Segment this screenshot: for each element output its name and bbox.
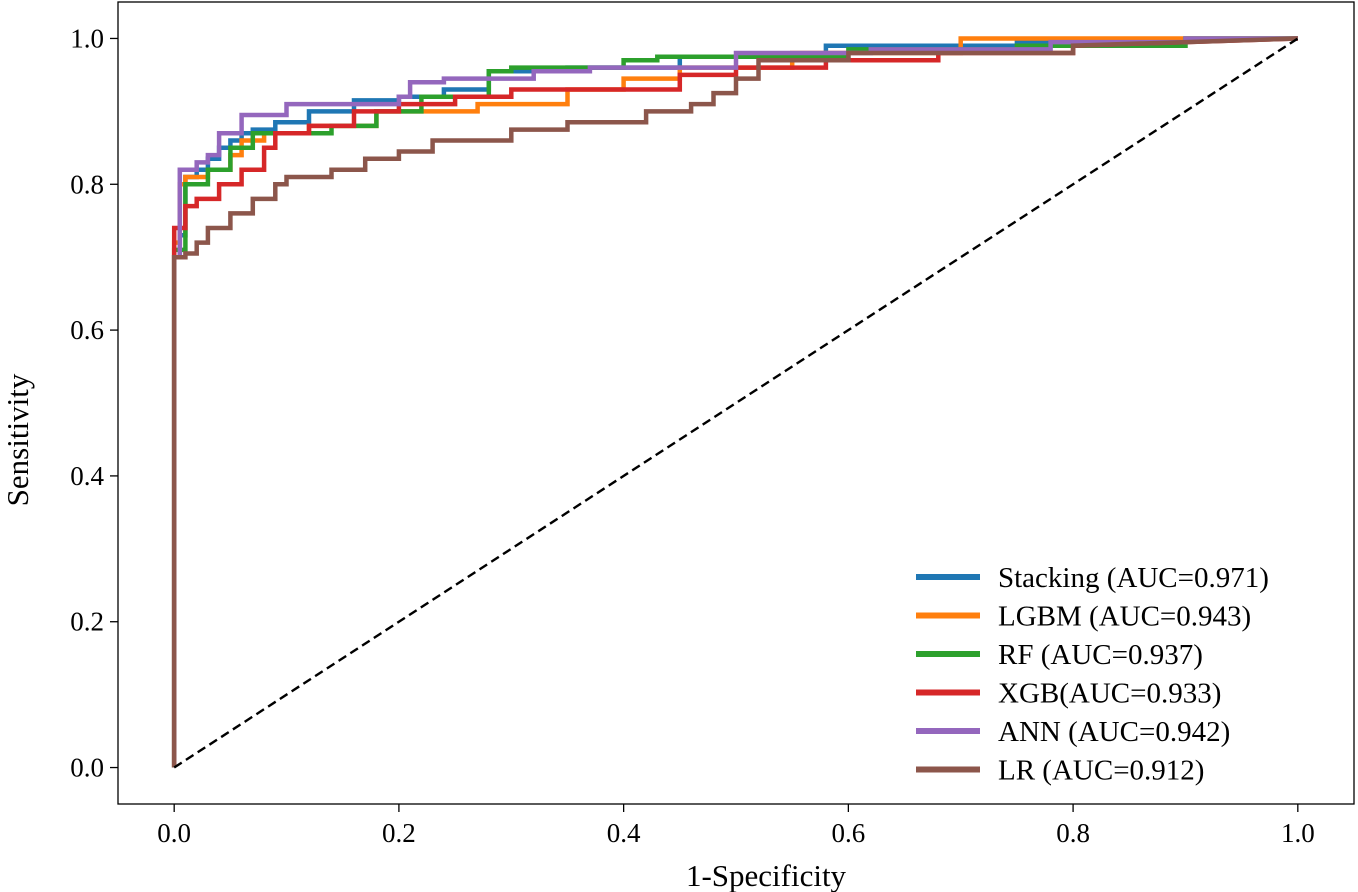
y-tick-label: 0.0 xyxy=(70,753,104,783)
x-tick-label: 1.0 xyxy=(1281,818,1315,848)
plot-frame xyxy=(117,1,1355,805)
legend-label: Stacking (AUC=0.971) xyxy=(998,562,1269,594)
legend-label: ANN (AUC=0.942) xyxy=(998,716,1230,748)
legend-label: RF (AUC=0.937) xyxy=(998,639,1203,671)
x-tick-label: 0.4 xyxy=(607,818,641,848)
y-tick-label: 0.6 xyxy=(70,315,104,345)
y-tick-label: 0.2 xyxy=(70,607,104,637)
legend-label: XGB(AUC=0.933) xyxy=(998,678,1221,710)
y-tick-label: 0.4 xyxy=(70,461,104,491)
y-tick-label: 1.0 xyxy=(70,23,104,53)
y-tick-label: 0.8 xyxy=(70,169,104,199)
x-tick-label: 0.6 xyxy=(831,818,865,848)
y-axis-label: Sensitivity xyxy=(0,373,35,506)
curves-layer xyxy=(171,36,1298,768)
roc-curve-3 xyxy=(171,36,1298,768)
legend-label: LGBM (AUC=0.943) xyxy=(998,601,1251,633)
y-axis-ticks: 0.0 0.2 0.4 0.6 0.8 1.0 xyxy=(70,23,118,783)
x-tick-label: 0.0 xyxy=(157,818,191,848)
x-tick-label: 0.2 xyxy=(382,818,416,848)
x-axis-label: 1-Specificity xyxy=(686,858,847,892)
legend: Stacking (AUC=0.971) LGBM (AUC=0.943) RF (… xyxy=(916,562,1269,787)
x-axis-ticks: 0.0 0.2 0.4 0.6 0.8 1.0 xyxy=(157,804,1315,848)
legend-label: LR (AUC=0.912) xyxy=(998,755,1204,787)
roc-curve-5 xyxy=(171,36,1298,768)
x-tick-label: 0.8 xyxy=(1056,818,1090,848)
